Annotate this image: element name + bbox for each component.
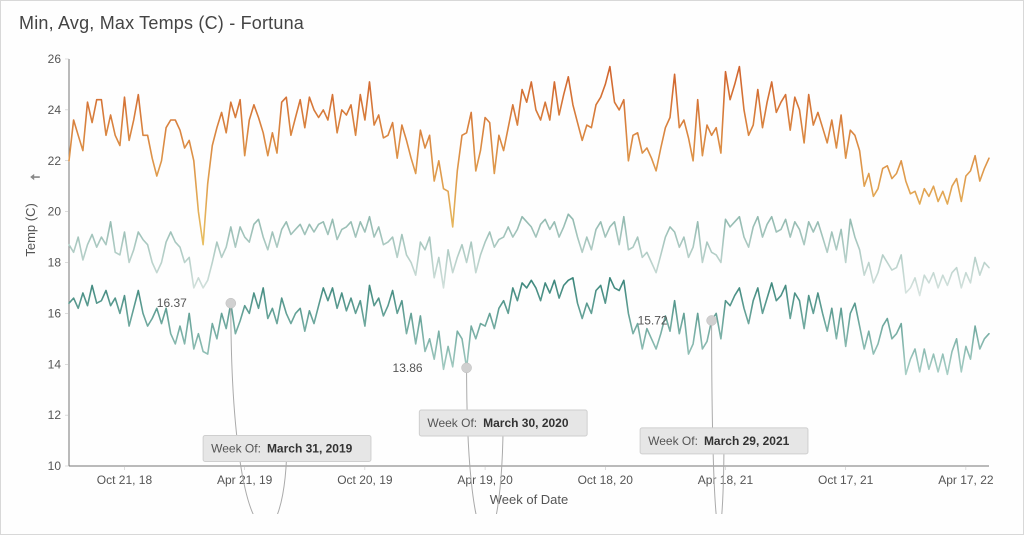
x-tick-label: Oct 18, 20 [578, 473, 634, 487]
callout-box-date: March 29, 2021 [704, 434, 790, 448]
callout-box-prefix: Week Of: [211, 441, 261, 455]
callout-box: Week Of: March 30, 2020 [419, 410, 587, 436]
callout-value: 13.86 [393, 361, 423, 375]
y-tick-label: 14 [48, 357, 62, 371]
y-tick-label: 22 [48, 154, 62, 168]
callout-box: Week Of: March 31, 2019 [203, 435, 371, 461]
x-tick-label: Oct 21, 18 [97, 473, 153, 487]
x-axis-title: Week of Date [490, 492, 569, 507]
chart-card: Min, Avg, Max Temps (C) - Fortuna 10 12 14… [0, 0, 1024, 535]
callout-box-prefix: Week Of: [648, 434, 698, 448]
y-tick-label: 26 [48, 52, 62, 66]
y-tick-label: 24 [48, 103, 62, 117]
x-tick-label: Apr 21, 19 [217, 473, 273, 487]
pin-icon [30, 174, 40, 180]
callout-box-prefix: Week Of: [427, 416, 477, 430]
x-tick-label: Apr 19, 20 [457, 473, 513, 487]
x-tick-label: Oct 20, 19 [337, 473, 393, 487]
callout-value: 15.72 [638, 313, 668, 327]
y-axis-title: Temp (C) [23, 203, 38, 256]
callout-value: 16.37 [157, 296, 187, 310]
callout-box: Week Of: March 29, 2021 [640, 428, 808, 454]
y-tick-label: 10 [48, 459, 62, 473]
y-tick-label: 20 [48, 205, 62, 219]
y-tick-label: 12 [48, 408, 62, 422]
min-temp-series [69, 278, 989, 375]
chart-plot: 10 12 14 16 18 20 22 24 26 Temp (C) Oct 21, 18 Apr … [23, 49, 1001, 514]
y-tick-label: 18 [48, 256, 62, 270]
chart-title: Min, Avg, Max Temps (C) - Fortuna [19, 13, 1005, 34]
x-tick-label: Apr 18, 21 [698, 473, 754, 487]
chart-svg: 10 12 14 16 18 20 22 24 26 Temp (C) Oct 21, 18 Apr … [23, 49, 1001, 514]
callout-box-date: March 30, 2020 [483, 416, 569, 430]
callout-marker [707, 315, 717, 325]
x-tick-label: Apr 17, 22 [938, 473, 994, 487]
y-tick-label: 16 [48, 306, 62, 320]
callout-box-date: March 31, 2019 [267, 441, 353, 455]
max-temp-series [69, 67, 989, 245]
callout-marker [462, 363, 472, 373]
callout-marker [226, 298, 236, 308]
x-tick-label: Oct 17, 21 [818, 473, 874, 487]
